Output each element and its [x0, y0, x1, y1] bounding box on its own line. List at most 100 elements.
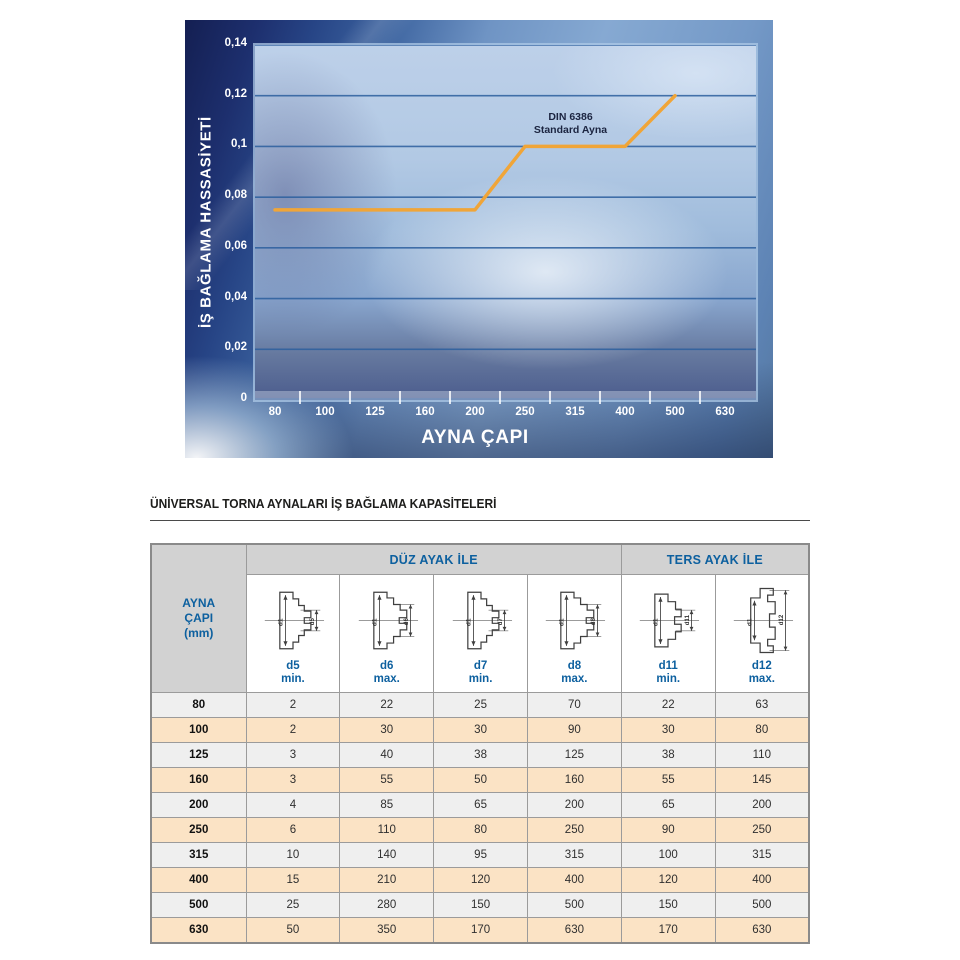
cell-250-d5: 6: [245, 817, 341, 843]
y-tick-label: 0,14: [224, 37, 247, 49]
cell-250-d7: 80: [433, 817, 528, 843]
x-tick-label: 315: [565, 406, 585, 418]
y-tick-label: 0: [240, 392, 247, 404]
cell-400-d6: 210: [339, 867, 435, 893]
series-annotation-line1: DIN 6386: [548, 111, 593, 123]
row-header-line3: (mm): [184, 626, 214, 640]
cell-80-d6: 22: [339, 692, 435, 718]
cell-125-d6: 40: [339, 742, 435, 768]
svg-text:d7: d7: [497, 617, 504, 625]
table-row-200: 200 4 85 65 200 65 200: [150, 792, 810, 818]
cell-100-d11: 30: [620, 717, 716, 743]
x-tick-label: 250: [515, 406, 535, 418]
cell-160-d5: 3: [245, 767, 341, 793]
x-axis-tick-mark: [299, 391, 301, 404]
table-row-250: 250 6 110 80 250 90 250: [150, 817, 810, 843]
cell-200-d12: 200: [714, 792, 810, 818]
x-axis-tick-mark: [699, 391, 701, 404]
cell-125-d11: 38: [620, 742, 716, 768]
row-label: 250: [150, 817, 247, 843]
row-label: 125: [150, 742, 247, 768]
limit-label: min.: [468, 672, 493, 685]
limit-label: min.: [281, 672, 305, 685]
cell-400-d12: 400: [714, 867, 810, 893]
column-header-d5: d1 d5 d5 min.: [245, 574, 341, 693]
limit-label: min.: [656, 672, 681, 685]
limit-label: max.: [373, 672, 400, 685]
table-row-100: 100 2 30 30 90 30 80: [150, 717, 810, 743]
x-axis-tick-mark: [349, 391, 351, 404]
dim-label: d11: [658, 659, 678, 672]
table-row-160: 160 3 55 50 160 55 145: [150, 767, 810, 793]
cell-500-d7: 150: [433, 892, 528, 918]
chuck-flat-jaw-min-icon: d1 d7: [452, 591, 512, 649]
cell-160-d7: 50: [433, 767, 528, 793]
cell-80-d7: 25: [433, 692, 528, 718]
row-label: 200: [150, 792, 247, 818]
cell-630-d11: 170: [620, 917, 716, 943]
dim-label: d12: [751, 659, 772, 672]
column-header-d11: d1 d11 d11 min.: [620, 574, 716, 693]
x-tick-label: 100: [315, 406, 335, 418]
cell-400-d11: 120: [620, 867, 716, 893]
cell-315-d6: 140: [339, 842, 435, 868]
cell-630-d12: 630: [714, 917, 810, 943]
table-group-header-row: AYNA ÇAPI (mm) DÜZ AYAK İLE TERS AYAK İL…: [150, 543, 810, 693]
cell-400-d7: 120: [433, 867, 528, 893]
row-label: 400: [150, 867, 247, 893]
cell-500-d5: 25: [245, 892, 341, 918]
chuck-flat-jaw-max-icon: d1 d6: [358, 591, 418, 649]
cell-100-d8: 90: [526, 717, 622, 743]
row-label: 315: [150, 842, 247, 868]
plot-bottom-strip: [255, 391, 756, 400]
cell-315-d11: 100: [620, 842, 716, 868]
x-tick-label: 630: [715, 406, 735, 418]
limit-label: max.: [561, 672, 588, 685]
x-axis-title: AYNA ÇAPI: [421, 427, 529, 448]
cell-630-d6: 350: [339, 917, 435, 943]
row-label: 630: [150, 917, 247, 943]
svg-text:d8: d8: [591, 617, 598, 625]
cell-315-d5: 10: [245, 842, 341, 868]
y-tick-label: 0,08: [224, 189, 247, 202]
svg-text:d1: d1: [559, 618, 566, 626]
table-icon-header-row: d1 d5 d5 min. d1 d6 d6 max. d1 d7 d7 min. d…: [151, 574, 810, 693]
dim-label: d5: [286, 659, 300, 672]
x-axis-tick-mark: [599, 391, 601, 404]
row-header-line2: ÇAPI: [184, 611, 214, 625]
y-tick-label: 0,02: [224, 341, 247, 354]
table-row-125: 125 3 40 38 125 38 110: [150, 742, 810, 768]
cell-200-d5: 4: [245, 792, 341, 818]
cell-160-d11: 55: [620, 767, 716, 793]
cell-160-d6: 55: [339, 767, 435, 793]
column-header-d8: d1 d8 d8 max.: [526, 574, 622, 693]
cell-250-d8: 250: [526, 817, 622, 843]
dim-label: d7: [473, 659, 488, 672]
capacity-table: AYNA ÇAPI (mm) DÜZ AYAK İLE TERS AYAK İL…: [150, 543, 810, 944]
limit-label: max.: [748, 672, 775, 685]
series-annotation: DIN 6386 Standard Ayna: [498, 111, 643, 137]
cell-630-d7: 170: [433, 917, 528, 943]
cell-315-d12: 315: [714, 842, 810, 868]
cell-100-d6: 30: [339, 717, 435, 743]
svg-text:d1: d1: [371, 618, 378, 626]
cell-160-d8: 160: [526, 767, 622, 793]
cell-500-d12: 500: [714, 892, 810, 918]
x-tick-label: 500: [665, 406, 685, 418]
row-label: 500: [150, 892, 247, 918]
group-header-duz-ayak: DÜZ AYAK İLE: [245, 543, 622, 575]
svg-text:d1: d1: [465, 618, 472, 626]
svg-text:d1: d1: [278, 618, 285, 626]
y-tick-label: 0,1: [231, 138, 247, 151]
cell-200-d7: 65: [433, 792, 528, 818]
cell-400-d5: 15: [245, 867, 341, 893]
cell-250-d11: 90: [620, 817, 716, 843]
section-title-rule: [150, 520, 810, 521]
cell-500-d8: 500: [526, 892, 622, 918]
cell-250-d6: 110: [339, 817, 435, 843]
column-header-d7: d1 d7 d7 min.: [433, 574, 528, 693]
x-tick-label: 160: [415, 406, 435, 418]
cell-125-d7: 38: [433, 742, 528, 768]
section-title: ÜNİVERSAL TORNA AYNALARI İŞ BAĞLAMA KAPA…: [150, 496, 497, 511]
